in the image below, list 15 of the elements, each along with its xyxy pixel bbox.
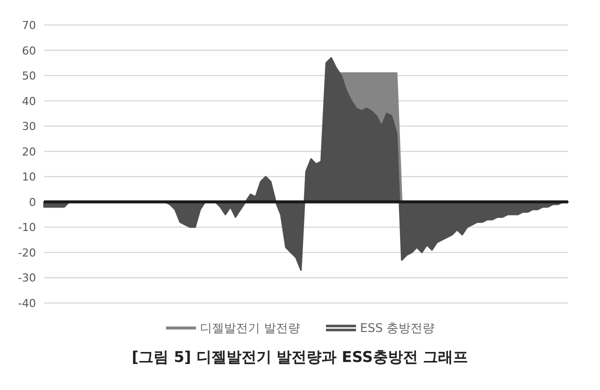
y-tick-label: -40: [18, 297, 36, 310]
y-tick-label: 30: [22, 120, 36, 134]
y-tick-label: 10: [22, 170, 36, 184]
y-tick-label: 0: [29, 196, 36, 209]
text: [그림 5] 디젤발전기 발전량과 ESS충방전 그래프: [132, 348, 468, 366]
y-tick-label: 20: [22, 145, 36, 158]
y-tick-label: 70: [22, 19, 36, 32]
legend-label: ESS 충방전량: [360, 321, 435, 335]
y-tick-label: 50: [22, 70, 36, 83]
legend-label: 디젤발전기 발전량: [200, 321, 300, 335]
y-tick-label: -30: [18, 272, 36, 285]
y-tick-label: 60: [22, 44, 36, 58]
y-tick-label: 40: [22, 94, 36, 108]
y-tick-label: -20: [18, 246, 36, 260]
y-tick-label: -10: [18, 221, 36, 234]
